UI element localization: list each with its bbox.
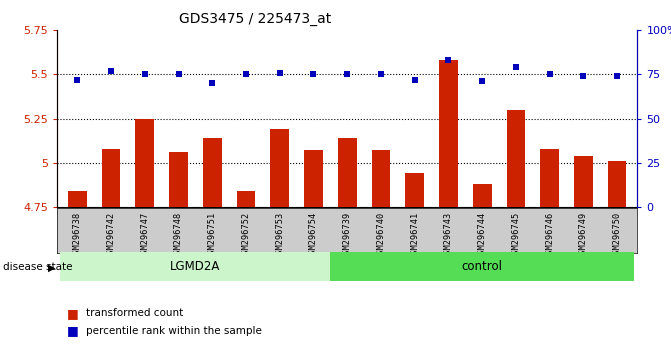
Text: GDS3475 / 225473_at: GDS3475 / 225473_at: [179, 12, 331, 27]
Bar: [136, 119, 154, 207]
Text: ▶: ▶: [48, 262, 55, 272]
Text: transformed count: transformed count: [86, 308, 183, 318]
Point: [105, 68, 116, 74]
Point: [477, 79, 488, 84]
Text: GSM296746: GSM296746: [546, 211, 554, 259]
Text: control: control: [462, 261, 503, 273]
Bar: [169, 152, 188, 207]
Text: GSM296743: GSM296743: [444, 211, 453, 259]
Text: GSM296740: GSM296740: [376, 211, 385, 259]
Bar: [237, 191, 255, 207]
Point: [409, 77, 420, 82]
Point: [612, 73, 623, 79]
Bar: [203, 138, 221, 207]
Text: ■: ■: [67, 325, 79, 337]
Bar: [60, 252, 330, 281]
Bar: [608, 161, 627, 207]
Bar: [338, 138, 356, 207]
Text: GSM296750: GSM296750: [613, 211, 622, 259]
Point: [173, 72, 184, 77]
Point: [443, 57, 454, 63]
Point: [207, 80, 217, 86]
Text: GSM296752: GSM296752: [242, 211, 250, 259]
Point: [241, 72, 252, 77]
Bar: [330, 252, 634, 281]
Text: GSM296748: GSM296748: [174, 211, 183, 259]
Text: GSM296753: GSM296753: [275, 211, 285, 259]
Bar: [507, 110, 525, 207]
Text: GSM296741: GSM296741: [410, 211, 419, 259]
Bar: [540, 149, 559, 207]
Point: [376, 72, 386, 77]
Text: GSM296754: GSM296754: [309, 211, 318, 259]
Bar: [405, 173, 424, 207]
Point: [511, 64, 521, 70]
Bar: [574, 156, 592, 207]
Point: [308, 72, 319, 77]
Text: GSM296749: GSM296749: [579, 211, 588, 259]
Text: GSM296745: GSM296745: [511, 211, 521, 259]
Bar: [372, 150, 391, 207]
Text: disease state: disease state: [3, 262, 73, 272]
Text: GSM296751: GSM296751: [208, 211, 217, 259]
Bar: [304, 150, 323, 207]
Point: [578, 73, 589, 79]
Bar: [440, 60, 458, 207]
Text: GSM296739: GSM296739: [343, 211, 352, 259]
Text: LGMD2A: LGMD2A: [170, 261, 221, 273]
Text: GSM296744: GSM296744: [478, 211, 486, 259]
Text: GSM296738: GSM296738: [72, 211, 82, 259]
Point: [72, 77, 83, 82]
Text: ■: ■: [67, 307, 79, 320]
Text: percentile rank within the sample: percentile rank within the sample: [86, 326, 262, 336]
Bar: [68, 191, 87, 207]
Point: [342, 72, 353, 77]
Point: [140, 72, 150, 77]
Text: GSM296747: GSM296747: [140, 211, 149, 259]
Bar: [473, 184, 491, 207]
Text: GSM296742: GSM296742: [107, 211, 115, 259]
Bar: [102, 149, 120, 207]
Point: [544, 72, 555, 77]
Bar: [270, 129, 289, 207]
Point: [274, 70, 285, 75]
